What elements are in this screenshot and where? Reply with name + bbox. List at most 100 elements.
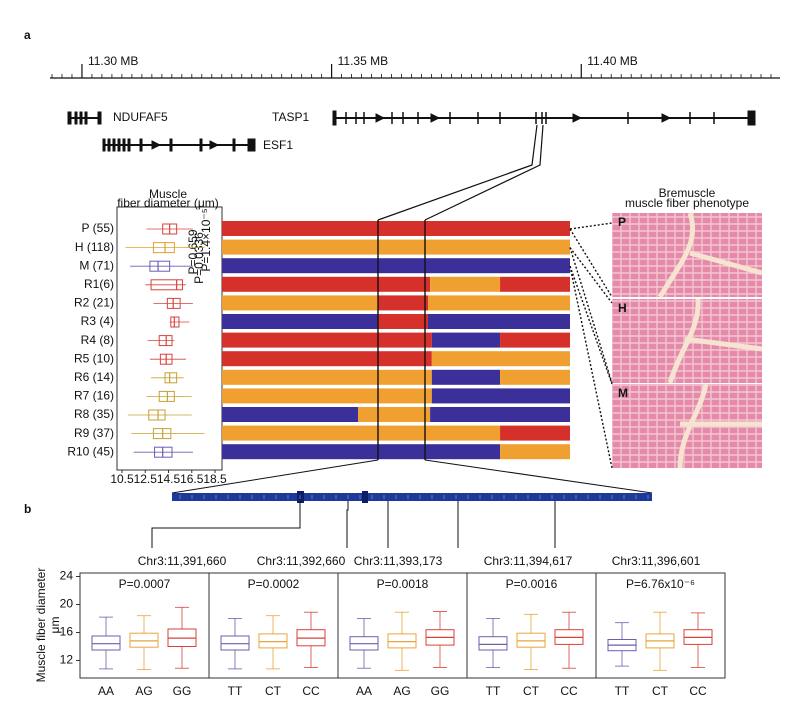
y-axis-label: μm (48, 617, 62, 634)
image-label: M (618, 386, 628, 400)
tissue-septum (657, 212, 763, 299)
haplotype-segment (358, 407, 431, 422)
x-tick-label: CT (523, 684, 540, 698)
box (387, 633, 417, 649)
haplotype-segment (428, 314, 570, 329)
p-value: P=0.0002 (248, 577, 300, 591)
box (91, 635, 121, 651)
snp-connector (346, 501, 349, 548)
region-marker (362, 491, 368, 503)
panel-label: b (24, 502, 31, 516)
haplotype-segment (500, 332, 570, 348)
image-connector (569, 265, 613, 385)
box (152, 242, 175, 254)
snp-position: Chr3:11,391,660 (138, 554, 227, 568)
haplotype-segment (430, 276, 501, 292)
tissue-septum (677, 383, 762, 469)
haplotype-bars (222, 221, 570, 460)
boxplot-title: Muscle (149, 187, 187, 201)
haplotype-segment (431, 369, 501, 385)
row-label: M (71) (79, 258, 114, 272)
row-label: H (118) (75, 240, 114, 254)
haplotype-segment (222, 332, 432, 348)
x-tick-label: 11.40 MB (587, 54, 637, 68)
y-tick-label: 16 (60, 625, 74, 639)
x-tick-label: GG (431, 684, 450, 698)
image-connector (569, 247, 613, 384)
haplotype-segment (222, 369, 432, 385)
x-tick-label: 12.5 (134, 472, 158, 486)
box (478, 636, 508, 651)
haplotype-segment (500, 369, 570, 385)
image-label: P (618, 215, 626, 229)
y-tick-label: 12 (60, 653, 74, 667)
x-tick-label: GG (173, 684, 192, 698)
x-tick-label: TT (615, 684, 630, 698)
phenotype-title: muscle fiber phenotype (625, 196, 749, 210)
image-connector (569, 222, 613, 230)
x-tick-label: CC (302, 684, 320, 698)
x-tick-label: CT (265, 684, 282, 698)
snp-position: Chr3:11,393,173 (354, 554, 443, 568)
box (148, 409, 166, 421)
x-tick-label: 18.5 (203, 472, 227, 486)
gene-models (67, 110, 756, 221)
p-value: P=6.76x10⁻⁶ (626, 577, 695, 591)
haplotype-segment (377, 314, 429, 329)
phenotype-title: Bremuscle (659, 186, 716, 200)
snp-connector (151, 501, 301, 548)
haplotype-segment (428, 295, 570, 311)
row-label: R4 (8) (81, 333, 114, 347)
zoom-connectors (171, 459, 653, 494)
x-tick-label: AA (356, 684, 372, 698)
p-value: P=0.0018 (377, 577, 429, 591)
p-value: P=0.0336 (192, 232, 206, 284)
image-connector (569, 228, 613, 298)
region-marker (297, 491, 304, 503)
x-tick-label: 11.30 MB (88, 54, 138, 68)
row-label: R5 (10) (74, 351, 114, 365)
row-label: R8 (35) (74, 407, 114, 421)
row-label: R10 (45) (67, 444, 114, 458)
haplotype-segment (222, 351, 432, 367)
haplotype-segment (431, 332, 501, 348)
haplotype-segment (222, 276, 431, 292)
p-value: P=0.659 (186, 229, 200, 274)
p-value: P=0.0016 (506, 577, 558, 591)
x-tick-label: 11.35 MB (338, 54, 388, 68)
y-tick-label: 20 (60, 597, 74, 611)
haplotype-segment (430, 407, 570, 422)
haplotype-segment (500, 444, 570, 460)
boxplot-title: fiber diameter (μm) (117, 196, 219, 210)
x-tick-label: 14.5 (157, 472, 181, 486)
haplotype-segment (222, 239, 570, 255)
row-label: R1(6) (84, 277, 114, 291)
haplotype-segment (222, 314, 378, 329)
box (258, 633, 288, 649)
gene-name: ESF1 (263, 138, 293, 152)
x-tick-label: CT (652, 684, 669, 698)
box (220, 635, 250, 651)
box (150, 279, 183, 291)
x-tick-label: AG (393, 684, 410, 698)
box (164, 372, 178, 384)
box (129, 632, 159, 648)
snp-position: Chr3:11,392,660 (257, 554, 346, 568)
p-value: P=1.4×10⁻⁵ (199, 208, 213, 271)
x-tick-label: AA (98, 684, 114, 698)
haplotype-segment (222, 258, 570, 274)
box (149, 260, 171, 272)
x-tick-label: 16.5 (180, 472, 204, 486)
gene-name: TASP1 (272, 110, 309, 124)
image-label: H (618, 301, 627, 315)
haplotype-segment (431, 351, 570, 367)
row-label: R9 (37) (74, 426, 114, 440)
haplotype-segment (431, 388, 570, 404)
haplotype-segment (222, 444, 501, 460)
x-tick-label: CC (560, 684, 578, 698)
y-tick-label: 24 (60, 569, 74, 583)
haplotype-segment (222, 425, 501, 441)
row-label: R6 (14) (74, 370, 114, 384)
